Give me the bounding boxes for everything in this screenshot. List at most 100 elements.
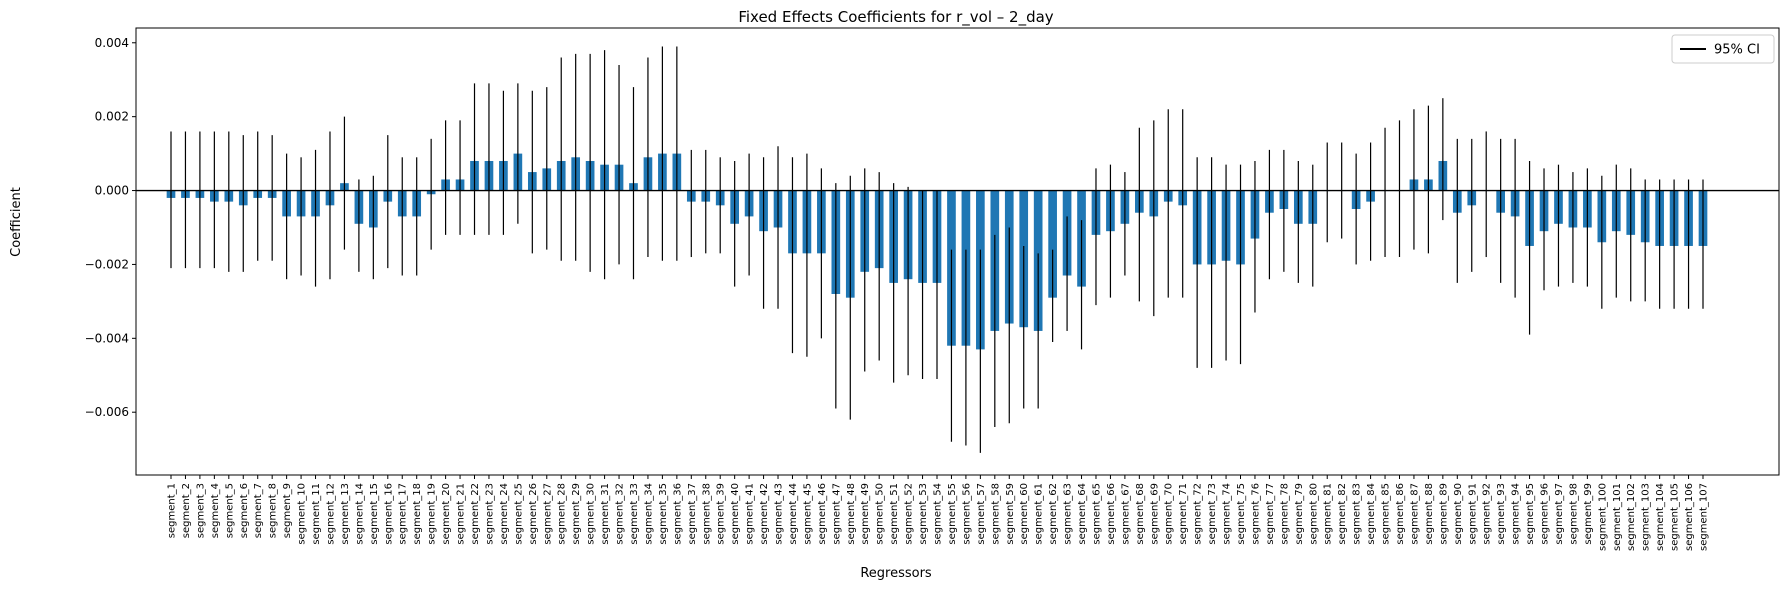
x-tick-label: segment_37 [687,483,698,545]
x-tick-label: segment_105 [1670,483,1681,551]
x-tick-label: segment_34 [643,483,654,545]
x-tick-label: segment_19 [427,483,438,545]
x-tick-label: segment_24 [499,483,510,545]
x-tick-label: segment_62 [1048,483,1059,545]
x-tick-label: segment_28 [557,483,568,545]
x-tick-label: segment_7 [253,483,264,538]
x-tick-label: segment_42 [759,483,770,545]
y-axis-label: Coefficient [9,187,24,257]
x-tick-label: segment_20 [441,483,452,545]
x-tick-label: segment_67 [1120,483,1131,545]
x-tick-label: segment_98 [1568,483,1579,545]
x-tick-label: segment_104 [1655,483,1666,551]
x-tick-label: segment_27 [542,483,553,545]
x-tick-label: segment_80 [1308,483,1319,545]
x-tick-label: segment_22 [470,483,481,545]
x-tick-label: segment_8 [268,483,279,538]
x-tick-label: segment_50 [875,483,886,545]
x-tick-label: segment_40 [730,483,741,545]
x-tick-label: segment_87 [1409,483,1420,545]
x-tick-label: segment_43 [774,483,785,545]
x-tick-label: segment_78 [1279,483,1290,545]
legend-ci-label: 95% CI [1714,43,1760,58]
plot-area [135,27,1780,476]
ci-group [170,46,1704,453]
x-tick-label: segment_61 [1034,483,1045,545]
x-tick-label: segment_75 [1236,483,1247,545]
x-tick-label: segment_26 [528,483,539,545]
x-tick-label: segment_48 [846,483,857,545]
x-tick-label: segment_31 [600,483,611,545]
x-tick-label: segment_49 [860,483,871,545]
x-tick-label: segment_85 [1381,483,1392,545]
x-tick-label: segment_79 [1294,483,1305,545]
x-tick-label: segment_23 [484,483,495,545]
y-tick-label: −0.006 [85,405,129,419]
x-tick-label: segment_84 [1366,483,1377,545]
x-tick-label: segment_106 [1684,483,1695,551]
x-tick-label: segment_44 [788,483,799,545]
x-tick-label: segment_66 [1106,483,1117,545]
x-tick-label: segment_38 [701,483,712,545]
x-tick-label: segment_18 [412,483,423,545]
x-axis-label: Regressors [860,566,932,581]
x-tick-label: segment_93 [1496,483,1507,545]
x-tick-label: segment_82 [1337,483,1348,545]
x-tick-label: segment_36 [672,483,683,545]
legend-box [1671,34,1775,64]
x-tick-label: segment_86 [1395,483,1406,545]
x-tick-label: segment_70 [1164,483,1175,545]
x-tick-label: segment_52 [904,483,915,545]
x-tick-label: segment_11 [311,483,322,545]
x-tick-label: segment_58 [990,483,1001,545]
x-tick-label: segment_64 [1077,483,1088,545]
x-tick-label: segment_92 [1482,483,1493,545]
x-tick-label: segment_45 [802,483,813,545]
x-tick-label: segment_72 [1193,483,1204,545]
x-tick-label: segment_101 [1612,483,1623,551]
x-tick-label: segment_57 [976,483,987,545]
y-tick-label: 0.004 [95,36,129,50]
x-tick-label: segment_21 [456,483,467,545]
x-tick-label: segment_71 [1178,483,1189,545]
y-tick-label: 0.000 [95,184,129,198]
x-tick-label: segment_107 [1699,483,1710,551]
x-tick-label: segment_100 [1597,483,1608,551]
x-tick-label: segment_59 [1005,483,1016,545]
x-tick-label: segment_73 [1207,483,1218,545]
y-axis: −0.006 −0.004 −0.002 0.000 0.002 0.004 [85,36,136,419]
x-tick-label: segment_10 [297,483,308,545]
x-tick-label: segment_88 [1424,483,1435,545]
x-tick-label: segment_83 [1352,483,1363,545]
x-tick-label: segment_9 [282,483,293,538]
x-tick-label: segment_91 [1467,483,1478,545]
x-tick-label: segment_99 [1583,483,1594,545]
x-tick-label: segment_30 [586,483,597,545]
x-tick-label: segment_55 [947,483,958,545]
x-tick-label: segment_69 [1149,483,1160,545]
x-tick-label: segment_2 [181,483,192,538]
x-tick-label: segment_68 [1135,483,1146,545]
y-tick-label: 0.002 [95,110,129,124]
x-tick-label: segment_94 [1511,483,1522,545]
x-tick-label: segment_89 [1438,483,1449,545]
x-tick-label: segment_103 [1641,483,1652,551]
x-tick-label: segment_90 [1453,483,1464,545]
x-tick-label: segment_46 [817,483,828,545]
x-tick-label: segment_76 [1250,483,1261,545]
x-tick-label: segment_65 [1091,483,1102,545]
x-tick-label: segment_41 [745,483,756,545]
x-tick-label: segment_32 [615,483,626,545]
x-tick-label: segment_53 [918,483,929,545]
x-tick-label: segment_77 [1265,483,1276,545]
x-tick-label: segment_63 [1063,483,1074,545]
x-tick-label: segment_102 [1626,483,1637,551]
x-tick-label: segment_33 [629,483,640,545]
y-tick-label: −0.002 [85,257,129,271]
x-tick-label: segment_35 [658,483,669,545]
x-tick-label: segment_54 [933,483,944,545]
legend: 95% CI [1671,34,1775,64]
x-tick-label: segment_74 [1222,483,1233,545]
x-tick-label: segment_4 [210,483,221,538]
